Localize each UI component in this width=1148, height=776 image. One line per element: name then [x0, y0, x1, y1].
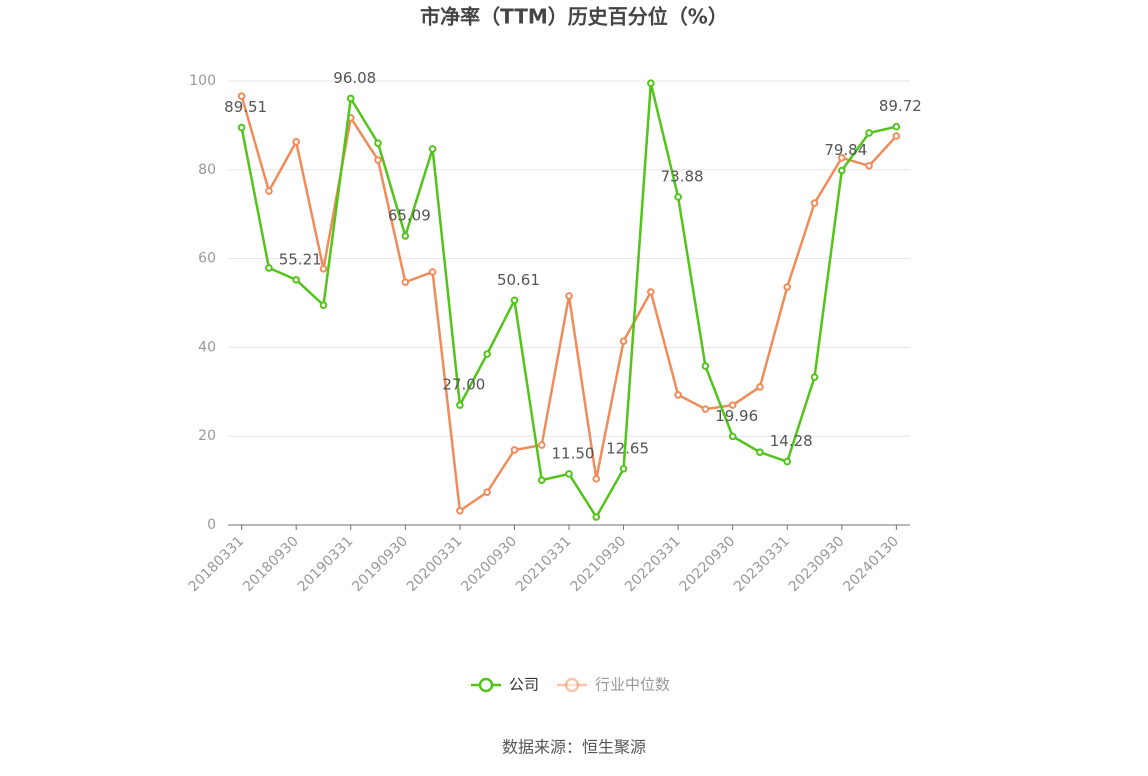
legend-label: 公司 [509, 676, 539, 694]
legend-label: 行业中位数 [595, 676, 670, 694]
x-tick-label: 20220930 [677, 533, 739, 595]
x-tick-label: 20230930 [786, 533, 848, 595]
point [237, 92, 246, 100]
y-tick-label: 100 [189, 73, 216, 89]
x-tick-label: 20180331 [186, 533, 248, 595]
x-tick-label: 20180930 [240, 533, 302, 595]
x-tick-label: 20200331 [404, 533, 466, 595]
data-label: 50.61 [497, 271, 540, 289]
data-label: 73.88 [661, 167, 704, 185]
data-label: 19.96 [715, 407, 758, 425]
x-tick-label: 20220331 [622, 533, 684, 595]
point [565, 470, 573, 478]
x-tick-label: 20210331 [513, 533, 575, 595]
chart-title: 市净率（TTM）历史百分位（%） [420, 5, 728, 29]
data-label: 55.21 [279, 250, 322, 268]
point [428, 268, 437, 276]
point [674, 391, 682, 399]
point [892, 132, 901, 140]
point [701, 405, 710, 413]
point [619, 337, 628, 345]
point [619, 465, 628, 473]
point [756, 448, 764, 456]
y-tick-label: 80 [198, 162, 216, 178]
point [319, 265, 328, 273]
x-tick-label: 20190331 [295, 533, 357, 595]
point [292, 138, 301, 146]
point [510, 296, 519, 305]
point [292, 276, 301, 284]
point [510, 446, 519, 454]
point [537, 476, 546, 484]
legend-marker [564, 677, 580, 693]
point [892, 122, 901, 131]
legend-marker [478, 677, 494, 693]
point [456, 506, 464, 515]
point [647, 288, 655, 296]
data-label: 89.51 [224, 98, 267, 116]
point [374, 139, 382, 147]
point [401, 232, 410, 240]
x-tick-label: 20230331 [731, 533, 793, 595]
data-label: 11.50 [552, 444, 595, 462]
data-label: 79.84 [824, 141, 867, 159]
point [565, 292, 573, 300]
point [728, 401, 737, 409]
point [865, 162, 873, 170]
x-tick-label: 20240130 [840, 533, 902, 595]
data-label: 89.72 [879, 97, 922, 115]
point [783, 283, 792, 291]
data-label: 65.09 [388, 207, 431, 225]
x-tick-label: 20200930 [458, 533, 520, 595]
x-tick-label: 20190930 [349, 533, 411, 595]
point [428, 145, 437, 153]
point [483, 488, 491, 496]
point [265, 187, 273, 195]
point [483, 350, 491, 358]
point [728, 432, 737, 441]
y-tick-label: 0 [207, 517, 216, 533]
x-tick-label: 20210930 [568, 533, 630, 595]
point [237, 123, 246, 132]
point [865, 129, 873, 137]
data-label: 14.28 [770, 432, 813, 450]
data-label: 27.00 [442, 376, 485, 394]
point [783, 457, 792, 466]
data-label: 12.65 [606, 439, 649, 457]
point [456, 401, 464, 409]
point [265, 264, 273, 272]
point [810, 199, 819, 207]
point [374, 156, 382, 164]
point [592, 475, 601, 483]
point [319, 301, 328, 310]
point [674, 193, 682, 201]
point [756, 383, 764, 391]
point [537, 441, 546, 449]
point [810, 373, 819, 381]
point [647, 79, 655, 88]
point [346, 94, 355, 103]
source: 数据来源：恒生聚源 [502, 738, 646, 757]
data-label: 96.08 [333, 69, 376, 87]
y-tick-label: 20 [198, 428, 216, 444]
point [701, 362, 710, 370]
point [838, 166, 846, 175]
point [838, 154, 846, 162]
y-tick-label: 60 [198, 251, 216, 267]
point [592, 513, 601, 521]
y-tick-label: 40 [198, 339, 216, 355]
point [401, 278, 410, 286]
